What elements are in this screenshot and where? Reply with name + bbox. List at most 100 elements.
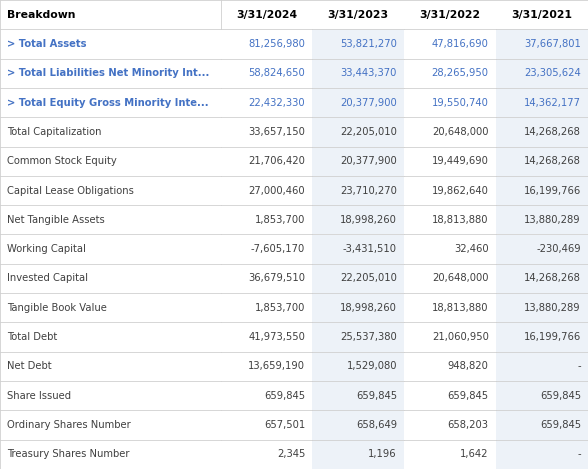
Bar (312, 30, 404, 59)
Text: Breakdown: Breakdown (7, 10, 75, 20)
Bar (312, 234, 404, 264)
Text: 3/31/2023: 3/31/2023 (328, 10, 389, 20)
Text: 13,880,289: 13,880,289 (524, 215, 581, 225)
Bar (0, 88, 220, 117)
Bar (312, 352, 404, 381)
Bar (0, 410, 220, 440)
Text: 21,060,950: 21,060,950 (432, 332, 489, 342)
Bar (312, 117, 404, 146)
Text: 16,199,766: 16,199,766 (524, 186, 581, 196)
Bar (404, 264, 496, 293)
Bar (220, 264, 312, 293)
Text: 27,000,460: 27,000,460 (249, 186, 305, 196)
Bar (404, 205, 496, 234)
Text: 20,648,000: 20,648,000 (432, 127, 489, 137)
Text: Share Issued: Share Issued (7, 391, 71, 401)
Text: 1,642: 1,642 (460, 449, 489, 459)
Text: Tangible Book Value: Tangible Book Value (7, 303, 107, 313)
Text: 18,813,880: 18,813,880 (432, 215, 489, 225)
Bar (404, 352, 496, 381)
Bar (496, 440, 588, 469)
Bar (404, 440, 496, 469)
Bar (312, 205, 404, 234)
Text: 19,862,640: 19,862,640 (432, 186, 489, 196)
Bar (0, 146, 220, 176)
Text: 14,268,268: 14,268,268 (524, 127, 581, 137)
Text: 20,648,000: 20,648,000 (432, 273, 489, 283)
Text: > Total Liabilities Net Minority Int...: > Total Liabilities Net Minority Int... (7, 68, 209, 78)
Bar (312, 323, 404, 352)
Bar (0, 352, 220, 381)
Bar (220, 30, 312, 59)
Text: -7,605,170: -7,605,170 (251, 244, 305, 254)
Text: Net Tangible Assets: Net Tangible Assets (7, 215, 105, 225)
Text: 32,460: 32,460 (454, 244, 489, 254)
Bar (496, 59, 588, 88)
Text: 659,845: 659,845 (356, 391, 397, 401)
Bar (0, 59, 220, 88)
Bar (220, 88, 312, 117)
Text: 37,667,801: 37,667,801 (524, 39, 581, 49)
Text: Invested Capital: Invested Capital (7, 273, 88, 283)
Bar (404, 234, 496, 264)
Text: 18,998,260: 18,998,260 (340, 215, 397, 225)
Text: 21,706,420: 21,706,420 (248, 156, 305, 166)
Bar (0, 440, 220, 469)
Bar (0, 293, 220, 323)
Bar (220, 323, 312, 352)
Bar (496, 410, 588, 440)
Text: 659,845: 659,845 (540, 420, 581, 430)
Bar (220, 410, 312, 440)
Text: 22,205,010: 22,205,010 (340, 127, 397, 137)
Text: 14,268,268: 14,268,268 (524, 273, 581, 283)
Bar (220, 381, 312, 410)
Text: Common Stock Equity: Common Stock Equity (7, 156, 117, 166)
Text: > Total Equity Gross Minority Inte...: > Total Equity Gross Minority Inte... (7, 98, 209, 107)
Text: 1,529,080: 1,529,080 (346, 362, 397, 371)
Bar (404, 410, 496, 440)
Text: -: - (577, 362, 581, 371)
Text: Capital Lease Obligations: Capital Lease Obligations (7, 186, 134, 196)
Bar (496, 176, 588, 205)
Text: -230,469: -230,469 (536, 244, 581, 254)
Bar (220, 0, 312, 30)
Bar (312, 0, 404, 30)
Text: 41,973,550: 41,973,550 (248, 332, 305, 342)
Text: 20,377,900: 20,377,900 (340, 156, 397, 166)
Bar (0, 323, 220, 352)
Text: 22,432,330: 22,432,330 (249, 98, 305, 107)
Bar (404, 0, 496, 30)
Text: Total Debt: Total Debt (7, 332, 57, 342)
Text: 20,377,900: 20,377,900 (340, 98, 397, 107)
Bar (0, 176, 220, 205)
Bar (404, 293, 496, 323)
Text: 25,537,380: 25,537,380 (340, 332, 397, 342)
Bar (496, 264, 588, 293)
Text: 47,816,690: 47,816,690 (432, 39, 489, 49)
Bar (0, 205, 220, 234)
Bar (496, 88, 588, 117)
Text: 3/31/2021: 3/31/2021 (512, 10, 572, 20)
Bar (404, 117, 496, 146)
Text: 33,657,150: 33,657,150 (248, 127, 305, 137)
Bar (220, 293, 312, 323)
Text: 22,205,010: 22,205,010 (340, 273, 397, 283)
Text: Working Capital: Working Capital (7, 244, 86, 254)
Bar (404, 323, 496, 352)
Bar (220, 205, 312, 234)
Bar (220, 440, 312, 469)
Text: -: - (577, 449, 581, 459)
Text: 53,821,270: 53,821,270 (340, 39, 397, 49)
Text: Total Capitalization: Total Capitalization (7, 127, 102, 137)
Text: > Total Assets: > Total Assets (7, 39, 86, 49)
Text: 658,649: 658,649 (356, 420, 397, 430)
Text: Ordinary Shares Number: Ordinary Shares Number (7, 420, 131, 430)
Text: 14,362,177: 14,362,177 (524, 98, 581, 107)
Bar (496, 205, 588, 234)
Bar (404, 146, 496, 176)
Text: 58,824,650: 58,824,650 (248, 68, 305, 78)
Text: 36,679,510: 36,679,510 (248, 273, 305, 283)
Bar (496, 352, 588, 381)
Text: 1,853,700: 1,853,700 (255, 303, 305, 313)
Text: Treasury Shares Number: Treasury Shares Number (7, 449, 129, 459)
